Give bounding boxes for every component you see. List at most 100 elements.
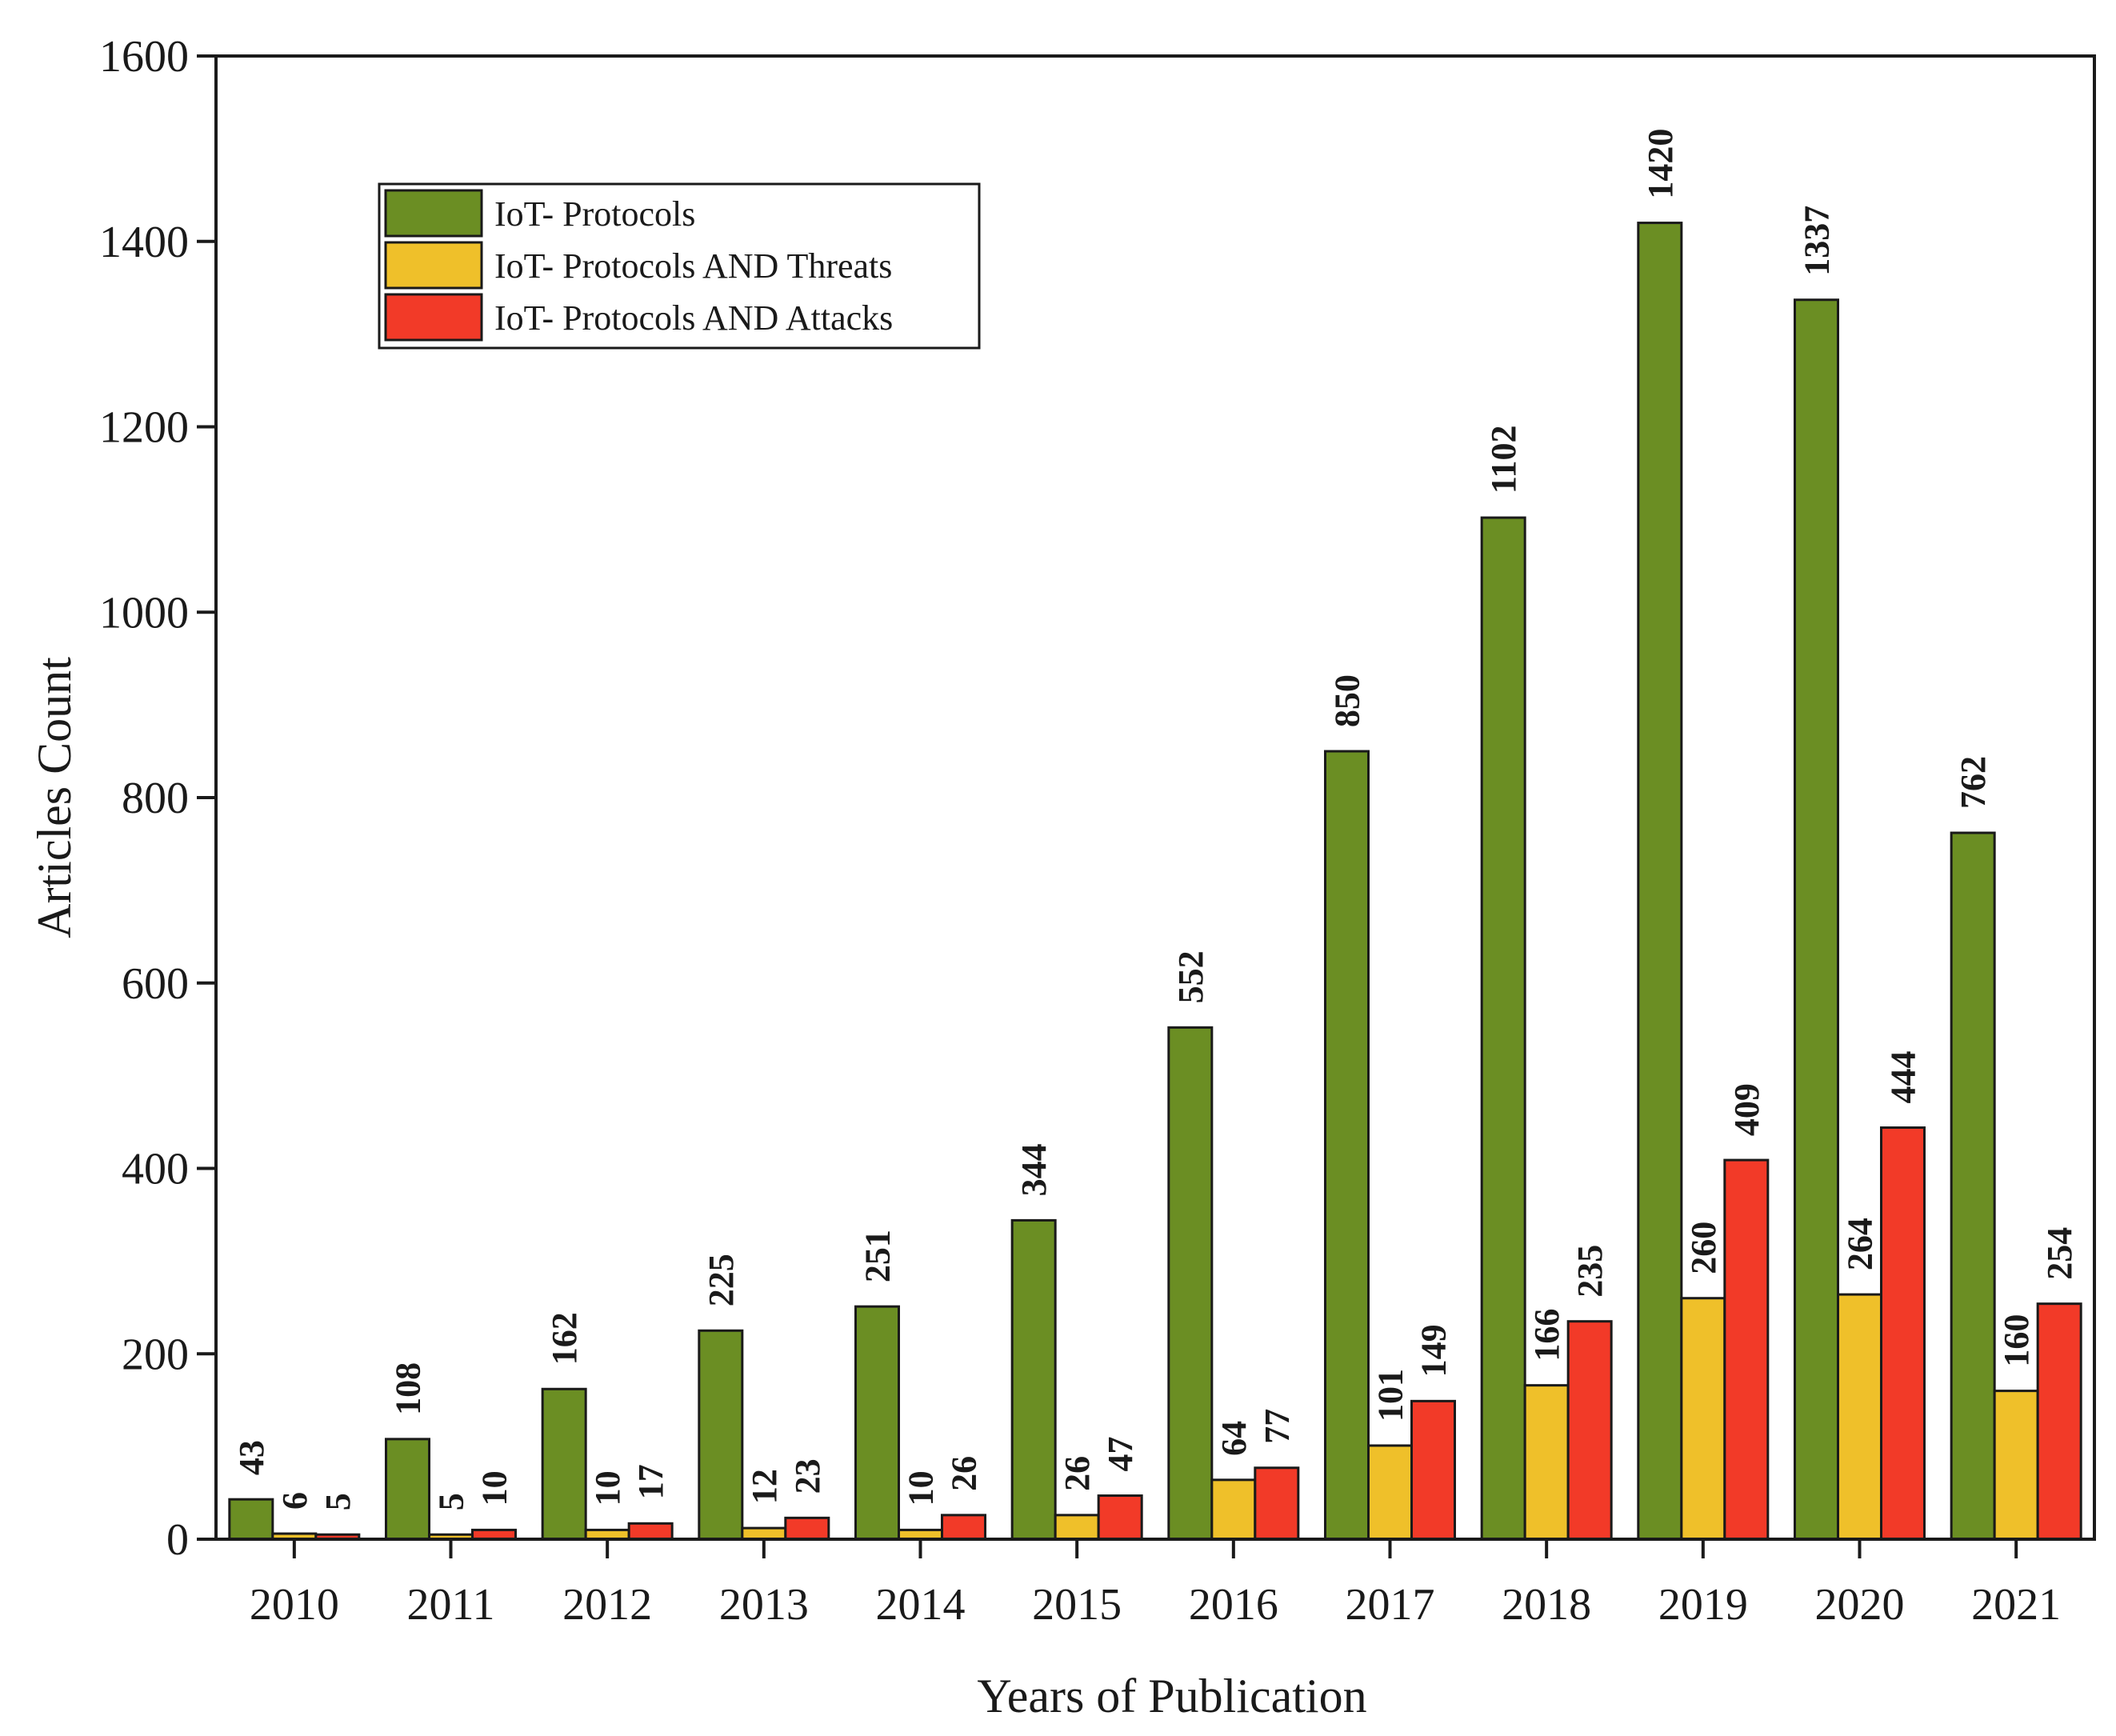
bar-label-2020-series-1: 1337 [1798, 206, 1837, 276]
bar-2018-series-3 [1566, 1320, 1613, 1541]
bar-2021-series-2 [1993, 1390, 2039, 1541]
y-tick-label-0: 0 [166, 1515, 189, 1565]
x-tick-label-2020: 2020 [1815, 1580, 1905, 1630]
x-tick-label-2013: 2013 [719, 1580, 809, 1630]
bar-label-2010-series-3: 5 [318, 1493, 358, 1510]
legend-label-3: IoT- Protocols AND Attacks [494, 298, 893, 338]
bar-label-2011-series-2: 5 [432, 1493, 471, 1510]
bar-label-2019-series-3: 409 [1727, 1083, 1766, 1136]
bar-label-2020-series-3: 444 [1884, 1051, 1923, 1104]
bar-label-2015-series-2: 26 [1058, 1456, 1097, 1491]
bar-2018-series-1 [1480, 516, 1526, 1541]
x-axis: 2010 2011 2012 2013 2014 2015 2016 2017 2018 2019… [250, 1539, 2061, 1630]
bar-2011-series-1 [385, 1438, 430, 1541]
bar-2020-series-1 [1794, 298, 1839, 1541]
bar-2013-series-2 [741, 1526, 787, 1541]
y-tick-label-1000: 1000 [99, 588, 189, 638]
bar-label-2010-series-2: 6 [275, 1492, 314, 1510]
bar-label-2013-series-3: 23 [788, 1458, 827, 1494]
x-tick-label-2016: 2016 [1189, 1580, 1278, 1630]
bar-label-2012-series-2: 10 [588, 1470, 627, 1506]
legend-label-1: IoT- Protocols [494, 194, 695, 234]
bar-label-2010-series-1: 43 [232, 1440, 271, 1475]
bar-2020-series-2 [1837, 1293, 1882, 1541]
bar-label-2014-series-2: 10 [902, 1470, 941, 1506]
bar-label-2021-series-1: 762 [1954, 756, 1993, 809]
bar-label-2018-series-3: 235 [1570, 1245, 1610, 1298]
legend-swatch-2 [384, 241, 483, 290]
bar-2017-series-3 [1410, 1399, 1456, 1541]
bar-label-2011-series-3: 10 [475, 1470, 514, 1506]
bar-2020-series-3 [1880, 1126, 1926, 1541]
bar-2013-series-1 [698, 1329, 744, 1541]
bar-label-2019-series-1: 1420 [1641, 129, 1680, 199]
bar-label-2014-series-1: 251 [858, 1230, 898, 1282]
y-tick-label-1200: 1200 [99, 403, 189, 453]
y-tick-label-600: 600 [122, 959, 189, 1009]
bar-label-2013-series-2: 12 [745, 1469, 784, 1504]
bar-2021-series-1 [1950, 831, 1996, 1541]
plot-frame [214, 54, 2096, 1541]
bar-2015-series-3 [1097, 1494, 1143, 1541]
y-tick-label-400: 400 [122, 1145, 189, 1194]
bar-2012-series-1 [541, 1387, 587, 1541]
x-tick-label-2012: 2012 [562, 1580, 652, 1630]
bar-2018-series-2 [1523, 1384, 1570, 1541]
bar-label-2017-series-3: 149 [1414, 1324, 1454, 1377]
bar-2014-series-3 [941, 1514, 986, 1541]
x-tick-label-2021: 2021 [1971, 1580, 2061, 1630]
y-tick-label-1600: 1600 [99, 32, 189, 82]
bar-label-2012-series-1: 162 [545, 1312, 584, 1365]
bar-label-2012-series-3: 17 [631, 1464, 670, 1499]
bars-group [228, 222, 2082, 1541]
bar-label-2018-series-2: 166 [1527, 1309, 1566, 1362]
bar-2012-series-3 [627, 1522, 674, 1541]
x-tick-label-2011: 2011 [407, 1580, 495, 1630]
bar-label-2020-series-2: 264 [1841, 1218, 1880, 1270]
x-tick-label-2015: 2015 [1032, 1580, 1122, 1630]
bar-2013-series-3 [784, 1516, 830, 1541]
bar-2016-series-3 [1254, 1466, 1300, 1541]
bar-2016-series-1 [1167, 1026, 1214, 1541]
bar-2016-series-2 [1210, 1478, 1257, 1541]
legend-swatch-3 [384, 293, 483, 342]
y-tick-label-1400: 1400 [99, 218, 189, 267]
y-axis-title: Articles Count [28, 657, 81, 938]
bar-2017-series-1 [1324, 750, 1370, 1541]
bar-label-2016-series-1: 552 [1171, 950, 1210, 1003]
y-tick-label-200: 200 [122, 1330, 189, 1379]
bar-2015-series-2 [1054, 1514, 1100, 1541]
bar-2017-series-2 [1367, 1444, 1413, 1541]
x-axis-title: Years of Publication [977, 1670, 1366, 1722]
x-tick-label-2014: 2014 [876, 1580, 966, 1630]
y-tick-label-800: 800 [122, 774, 189, 823]
bar-2014-series-1 [854, 1305, 900, 1541]
bar-label-2019-series-2: 260 [1684, 1222, 1723, 1274]
bar-label-2015-series-1: 344 [1014, 1143, 1054, 1196]
bar-label-2021-series-2: 160 [1997, 1314, 2036, 1367]
bar-label-2016-series-2: 64 [1214, 1421, 1254, 1456]
bar-label-2015-series-3: 47 [1101, 1437, 1140, 1472]
bar-2010-series-1 [228, 1498, 274, 1541]
bar-label-2018-series-1: 1102 [1484, 425, 1523, 494]
x-tick-label-2017: 2017 [1346, 1580, 1435, 1630]
legend-label-2: IoT- Protocols AND Threats [494, 246, 892, 286]
bar-label-2017-series-2: 101 [1371, 1369, 1410, 1422]
bar-label-2017-series-1: 850 [1328, 674, 1367, 727]
x-tick-label-2018: 2018 [1502, 1580, 1591, 1630]
bar-label-2014-series-3: 26 [945, 1456, 984, 1491]
bar-2019-series-3 [1723, 1158, 1770, 1541]
bar-2015-series-1 [1010, 1218, 1057, 1541]
bar-2021-series-3 [2036, 1302, 2082, 1541]
bar-label-2011-series-1: 108 [389, 1362, 428, 1415]
bar-2019-series-1 [1637, 222, 1683, 1541]
bar-label-2016-series-3: 77 [1258, 1409, 1297, 1444]
bar-label-2021-series-3: 254 [2040, 1227, 2079, 1280]
y-axis: 0 200 400 600 800 1000 1200 1400 1600 [99, 32, 216, 1565]
bar-2019-series-2 [1680, 1297, 1726, 1541]
legend: IoT- Protocols IoT- Protocols AND Threats… [378, 182, 981, 350]
x-tick-label-2010: 2010 [250, 1580, 339, 1630]
